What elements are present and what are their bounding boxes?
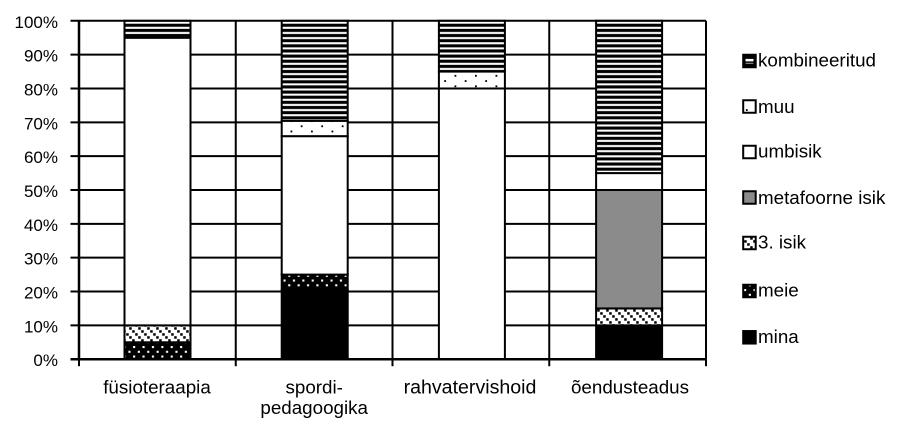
svg-text:40%: 40% [24,216,58,235]
svg-text:60%: 60% [24,148,58,167]
svg-text:muu: muu [758,96,795,117]
svg-text:spordi-: spordi- [285,377,342,398]
svg-text:70%: 70% [24,114,58,133]
svg-text:õendusteadus: õendusteadus [571,377,689,398]
svg-text:10%: 10% [24,317,58,336]
svg-text:umbisik: umbisik [758,141,822,162]
svg-text:0%: 0% [33,351,58,370]
svg-text:füsioteraapia: füsioteraapia [103,377,211,398]
svg-text:20%: 20% [24,284,58,303]
svg-text:rahvatervishoid: rahvatervishoid [404,377,537,399]
svg-text:pedagoogika: pedagoogika [260,397,368,418]
svg-text:80%: 80% [24,80,58,99]
svg-text:30%: 30% [24,250,58,269]
svg-text:90%: 90% [24,47,58,66]
svg-text:metafoorne isik: metafoorne isik [758,187,886,208]
svg-text:100%: 100% [15,13,58,32]
svg-text:mina: mina [758,326,799,347]
svg-text:meie: meie [758,280,799,301]
svg-text:3. isik: 3. isik [758,232,807,253]
svg-text:50%: 50% [24,182,58,201]
svg-text:kombineeritud: kombineeritud [758,50,876,71]
